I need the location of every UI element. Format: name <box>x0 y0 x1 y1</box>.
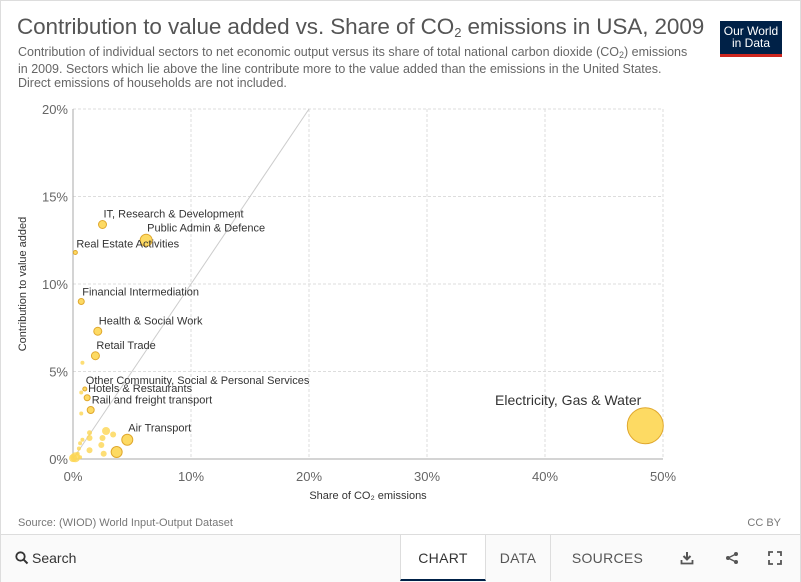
scatter-point <box>86 435 93 441</box>
scatter-chart: 0% 10% 20% 30% 40% 50% 0% 5% 10% 15% 20% Share of C… <box>17 102 676 502</box>
page-title: Contribution to value added vs. Share of… <box>17 14 705 40</box>
scatter-point <box>86 406 95 414</box>
scatter-point <box>99 435 106 441</box>
logo-line-2: in Data <box>731 36 771 50</box>
point-label: Rail and freight transport <box>92 395 212 407</box>
point-label: Health & Social Work <box>99 315 203 327</box>
search-label: Search <box>32 550 77 566</box>
scatter-point <box>76 446 81 451</box>
scatter-point <box>77 298 85 305</box>
x-tick-label: 30% <box>414 469 440 484</box>
tab-chart[interactable]: CHART <box>400 535 486 581</box>
scatter-point <box>110 431 117 438</box>
scatter-point <box>86 447 93 454</box>
y-tick-label: 0% <box>49 452 68 467</box>
download-icon[interactable] <box>676 547 698 569</box>
scatter-point <box>98 220 107 229</box>
search-button[interactable]: Search <box>15 550 76 566</box>
scatter-point <box>90 351 100 361</box>
scatter-point <box>80 437 85 442</box>
scatter-point <box>82 386 88 392</box>
point-label: IT, Research & Development <box>104 209 244 221</box>
scatter-point <box>80 360 85 365</box>
chart-subtitle: Contribution of individual sectors to ne… <box>18 45 688 90</box>
scatter-point <box>83 394 91 402</box>
y-tick-label: 10% <box>42 277 68 292</box>
scatter-point <box>98 442 105 448</box>
logo-line-1: Our World <box>723 24 779 38</box>
point-label: Financial Intermediation <box>82 287 199 299</box>
x-tick-label: 50% <box>650 469 676 484</box>
point-label: Real Estate Activities <box>76 239 179 251</box>
scatter-point <box>102 427 111 435</box>
scatter-point <box>93 326 103 336</box>
x-tick-label: 0% <box>64 469 83 484</box>
tab-data[interactable]: DATA <box>499 550 537 566</box>
y-axis-title: Contribution to value added <box>17 217 29 352</box>
point-label: Electricity, Gas & Water <box>495 392 642 408</box>
scatter-point <box>72 250 78 255</box>
x-tick-label: 20% <box>296 469 322 484</box>
scatter-point <box>626 407 664 445</box>
point-label: Hotels & Restaurants <box>88 383 192 395</box>
footer-bar: Search CHART DATA SOURCES <box>1 534 800 582</box>
scatter-point <box>87 430 93 436</box>
license-link[interactable]: CC BY <box>747 517 781 529</box>
x-tick-label: 40% <box>532 469 558 484</box>
scatter-point <box>69 454 77 463</box>
scatter-point <box>78 441 83 446</box>
y-tick-label: 20% <box>42 102 68 117</box>
fullscreen-icon[interactable] <box>764 547 786 569</box>
parity-reference-line <box>72 108 310 460</box>
scatter-point <box>139 233 153 247</box>
point-label: Air Transport <box>128 422 191 434</box>
scatter-point <box>110 446 123 458</box>
scatter-point <box>79 411 84 416</box>
tab-sources[interactable]: SOURCES <box>550 535 664 581</box>
scatter-point <box>79 390 84 395</box>
point-label: Public Admin & Defence <box>147 222 265 234</box>
owid-logo[interactable]: Our World in Data <box>720 21 782 57</box>
point-label: Retail Trade <box>96 340 155 352</box>
y-tick-label: 15% <box>42 190 68 205</box>
y-tick-label: 5% <box>49 365 68 380</box>
x-tick-label: 10% <box>178 469 204 484</box>
x-axis-title: Share of CO₂ emissions <box>309 490 427 502</box>
share-icon[interactable] <box>721 547 743 569</box>
scatter-point <box>121 433 134 446</box>
point-label: Other Community, Social & Personal Servi… <box>86 375 310 387</box>
scatter-point <box>100 450 107 457</box>
search-icon <box>15 551 29 565</box>
source-note[interactable]: Source: (WIOD) World Input-Output Datase… <box>18 517 233 529</box>
